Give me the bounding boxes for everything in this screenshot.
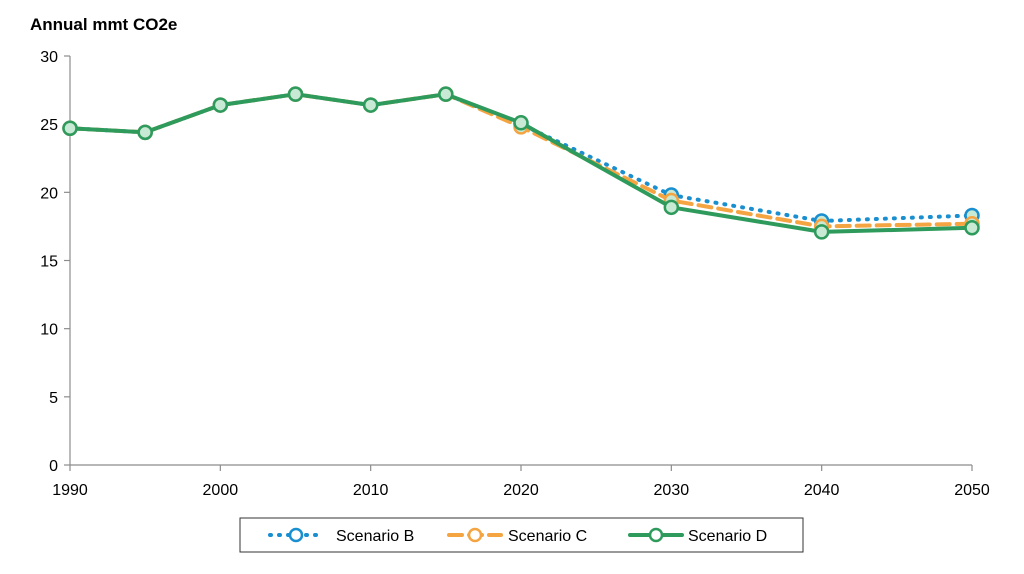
series-line bbox=[68, 92, 974, 229]
data-point bbox=[438, 86, 454, 102]
data-point bbox=[964, 220, 980, 236]
x-tick-label: 2040 bbox=[804, 482, 840, 499]
y-tick-label: 0 bbox=[49, 458, 58, 475]
data-point bbox=[212, 97, 229, 113]
y-tick-label: 25 bbox=[40, 117, 58, 134]
series-scenario-d bbox=[62, 86, 980, 240]
legend-box bbox=[239, 517, 804, 553]
legend: Scenario B Scenario C Scenario D bbox=[239, 517, 804, 553]
y-tick-label: 10 bbox=[40, 322, 58, 339]
data-point bbox=[362, 97, 379, 113]
x-tick-label: 2000 bbox=[203, 482, 239, 499]
y-tick-label: 5 bbox=[49, 390, 58, 407]
series-scenario-b bbox=[62, 86, 980, 229]
x-tick-label: 1990 bbox=[52, 482, 88, 499]
data-point bbox=[137, 124, 153, 141]
legend-label: Scenario D bbox=[688, 528, 767, 545]
data-point bbox=[62, 120, 78, 137]
legend-marker bbox=[467, 527, 483, 543]
x-tick-label: 2010 bbox=[353, 482, 389, 499]
y-axis-title: Annual mmt CO2e bbox=[30, 15, 177, 34]
data-point bbox=[287, 86, 304, 102]
data-point bbox=[663, 199, 680, 216]
legend-label: Scenario C bbox=[508, 528, 587, 545]
y-tick-label: 30 bbox=[40, 49, 58, 66]
legend-marker bbox=[648, 527, 664, 543]
legend-marker bbox=[288, 527, 304, 543]
y-tick-label: 15 bbox=[40, 254, 58, 271]
x-tick-label: 2020 bbox=[503, 482, 539, 499]
series-layer bbox=[62, 86, 980, 240]
series-line bbox=[68, 92, 974, 223]
series-scenario-c bbox=[62, 86, 980, 235]
legend-label: Scenario B bbox=[336, 528, 414, 545]
data-point bbox=[813, 224, 830, 240]
data-point bbox=[513, 115, 529, 131]
series-line bbox=[68, 92, 974, 234]
x-tick-label: 2050 bbox=[954, 482, 990, 499]
y-tick-label: 20 bbox=[40, 185, 58, 202]
x-tick-label: 2030 bbox=[654, 482, 690, 499]
axes: 0 5 10 15 20 25 30 1990 2000 2010 2020 2030 2040 2050 bbox=[40, 49, 990, 499]
